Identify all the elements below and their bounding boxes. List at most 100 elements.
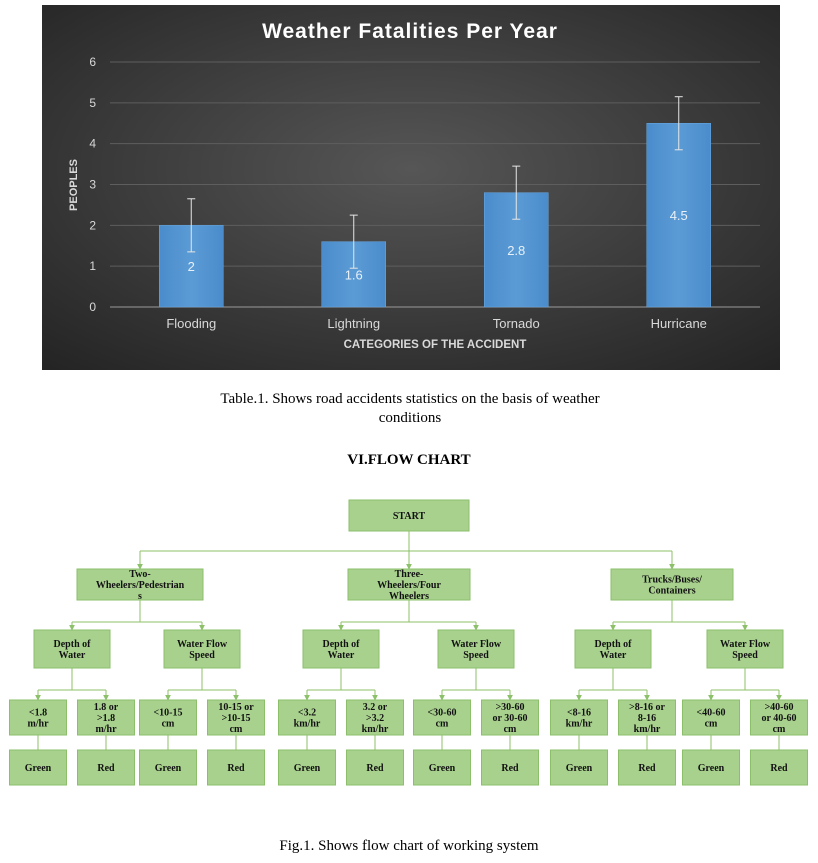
- y-tick-label: 6: [89, 55, 96, 69]
- category-box-label: Wheelers/Four: [377, 580, 441, 591]
- x-tick-label: Hurricane: [651, 316, 707, 331]
- category-box-label: Three-: [395, 569, 424, 580]
- y-tick-label: 0: [89, 300, 96, 314]
- condition-box: [750, 699, 808, 736]
- category-box-label: Trucks/Buses/: [642, 575, 702, 586]
- condition-box-label: <30-60: [427, 708, 456, 719]
- category-box: [347, 568, 471, 601]
- condition-box-label: km/hr: [566, 719, 593, 730]
- figure-caption: Fig.1. Shows flow chart of working syste…: [279, 838, 539, 854]
- x-axis-label: CATEGORIES OF THE ACCIDENT: [344, 339, 527, 351]
- category-box-label: Containers: [648, 586, 695, 597]
- bar-data-label: 2.8: [507, 243, 525, 258]
- result-box: [550, 749, 608, 786]
- result-box: [413, 749, 471, 786]
- condition-box: [481, 699, 539, 736]
- condition-box: [207, 699, 265, 736]
- result-box-label: Green: [25, 763, 52, 774]
- y-tick-label: 3: [89, 178, 96, 192]
- table-caption: Table.1. Shows road accidents statistics…: [220, 391, 600, 426]
- criterion-box-label: Water: [600, 650, 627, 661]
- condition-box-label: km/hr: [634, 724, 661, 735]
- criterion-box-label: Depth of: [54, 639, 92, 650]
- condition-box-label: >40-60: [764, 702, 793, 713]
- condition-box-label: >3.2: [366, 713, 384, 724]
- bar: [646, 123, 711, 308]
- criterion-box-label: Water Flow: [177, 639, 228, 650]
- condition-box-label: m/hr: [27, 719, 49, 730]
- category-box-label: Two-: [129, 569, 150, 580]
- condition-box-label: 10-15 or: [218, 702, 254, 713]
- criterion-box: [437, 629, 515, 669]
- result-box-label: Red: [97, 763, 115, 774]
- criterion-box-label: Depth of: [595, 639, 633, 650]
- condition-box: [682, 699, 740, 736]
- result-box-label: Green: [566, 763, 593, 774]
- y-tick-label: 1: [89, 259, 96, 273]
- start-box-label: START: [393, 511, 426, 522]
- condition-box: [346, 699, 404, 736]
- result-box: [750, 749, 808, 786]
- y-tick-label: 4: [89, 137, 96, 151]
- condition-box: [9, 699, 67, 736]
- condition-box-label: cm: [773, 724, 786, 735]
- bar-data-label: 4.5: [670, 208, 688, 223]
- criterion-box-label: Speed: [189, 650, 215, 661]
- condition-box-label: >10-15: [221, 713, 250, 724]
- criterion-box-label: Depth of: [323, 639, 361, 650]
- result-box: [139, 749, 197, 786]
- condition-box-label: >30-60: [495, 702, 524, 713]
- condition-box-label: >8-16 or: [629, 702, 666, 713]
- x-tick-label: Lightning: [327, 316, 380, 331]
- condition-box-label: <10-15: [153, 708, 182, 719]
- condition-box: [139, 699, 197, 736]
- condition-box-label: 1.8 or: [94, 702, 119, 713]
- result-box: [207, 749, 265, 786]
- result-box: [77, 749, 135, 786]
- category-box-label: Wheelers/Pedestrian: [96, 580, 185, 591]
- condition-box-label: 3.2 or: [363, 702, 388, 713]
- result-box-label: Green: [429, 763, 456, 774]
- condition-box: [413, 699, 471, 736]
- criterion-box-label: Water Flow: [451, 639, 502, 650]
- criterion-box-label: Water Flow: [720, 639, 771, 650]
- chart-title: Weather Fatalities Per Year: [262, 20, 558, 43]
- category-box-label: Wheelers: [389, 591, 429, 602]
- result-box-label: Red: [770, 763, 788, 774]
- criterion-box-label: Speed: [463, 650, 489, 661]
- condition-box: [618, 699, 676, 736]
- start-box: [348, 499, 470, 532]
- criterion-box-label: Speed: [732, 650, 758, 661]
- condition-box: [278, 699, 336, 736]
- condition-box-label: or 40-60: [761, 713, 796, 724]
- x-tick-label: Tornado: [493, 316, 540, 331]
- y-axis-label: PEOPLES: [68, 159, 80, 211]
- bar-data-label: 2: [188, 259, 195, 274]
- result-box-label: Green: [155, 763, 182, 774]
- condition-box: [77, 699, 135, 736]
- y-tick-label: 2: [89, 218, 96, 232]
- condition-box-label: or 30-60: [492, 713, 527, 724]
- result-box: [278, 749, 336, 786]
- condition-box-label: <40-60: [696, 708, 725, 719]
- result-box-label: Red: [638, 763, 656, 774]
- condition-box-label: cm: [436, 719, 449, 730]
- y-tick-label: 5: [89, 96, 96, 110]
- category-box: [76, 568, 204, 601]
- result-box-label: Red: [501, 763, 519, 774]
- condition-box: [550, 699, 608, 736]
- x-tick-label: Flooding: [166, 316, 216, 331]
- condition-box-label: cm: [162, 719, 175, 730]
- criterion-box-label: Water: [328, 650, 355, 661]
- condition-box-label: <1.8: [29, 708, 47, 719]
- bar-data-label: 1.6: [345, 267, 363, 282]
- criterion-box: [706, 629, 784, 669]
- condition-box-label: km/hr: [294, 719, 321, 730]
- criterion-box-label: Water: [59, 650, 86, 661]
- result-box: [481, 749, 539, 786]
- section-heading: VI.FLOW CHART: [347, 452, 471, 468]
- criterion-box: [574, 629, 652, 669]
- category-box-label: s: [138, 591, 142, 602]
- bar-chart: Weather Fatalities Per Year 0 1 2 3 4 5 6 PEOPLE…: [42, 5, 780, 370]
